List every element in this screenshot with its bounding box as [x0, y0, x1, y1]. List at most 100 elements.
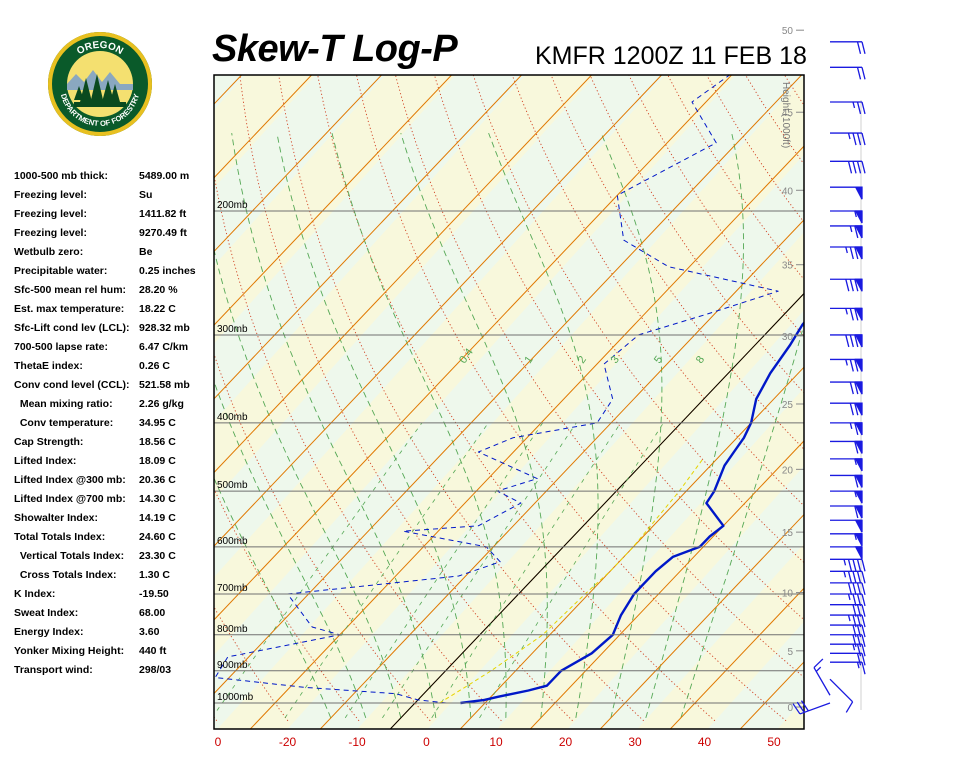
wind-barb [830, 381, 863, 395]
pressure-label: 1000mb [217, 692, 254, 703]
isotherm-band [707, 621, 804, 729]
wind-barb [830, 422, 863, 436]
wind-barb-flag [845, 334, 850, 348]
stat-label: Est. max temperature: [14, 303, 125, 315]
wind-barb [830, 546, 863, 560]
isotherm-band [357, 232, 804, 729]
wind-barb-flag [813, 658, 824, 669]
pressure-label: 600mb [217, 536, 248, 547]
wind-barb [830, 225, 863, 239]
wind-barb-pennant [854, 505, 863, 519]
wind-barb [830, 186, 863, 200]
mixing-ratio-line [214, 422, 423, 716]
wind-barb [830, 358, 863, 372]
wind-barb-flag [852, 634, 857, 647]
wind-barb-flag [856, 41, 862, 54]
wind-barb-pennant [854, 358, 863, 372]
wind-barb [829, 678, 854, 713]
isotherm-line [669, 587, 804, 729]
wind-barb [830, 307, 863, 321]
x-tick-label: -10 [348, 735, 366, 749]
stat-value: 1411.82 ft [139, 208, 187, 220]
wind-barb-pennant [854, 546, 863, 560]
dry-adiabat [550, 75, 804, 450]
stat-label: Sfc-Lift cond lev (LCL): [14, 322, 130, 334]
wind-barb-flag [849, 381, 854, 395]
wind-barb [830, 101, 866, 115]
height-axis-label: Height (1000ft) [780, 82, 791, 148]
wind-barb-flag [847, 559, 853, 572]
wind-barb [830, 210, 863, 224]
stat-label: Lifted Index @300 mb: [14, 474, 126, 486]
wind-barb-flag [845, 279, 850, 292]
wind-barb-staff [829, 678, 854, 703]
wind-barb-flag [861, 662, 866, 675]
wind-barb-half-flag [843, 559, 847, 566]
wind-barb-pennant [854, 210, 863, 224]
wind-barb-half-flag [845, 359, 848, 366]
stat-value: 18.56 C [139, 436, 176, 448]
stat-value: 440 ft [139, 645, 167, 657]
wind-barb-flag [849, 359, 854, 372]
stat-value: 20.36 C [139, 474, 176, 486]
stat-row: Vertical Totals Index: 23.30 C [14, 548, 214, 564]
x-tick-label: -20 [279, 735, 297, 749]
stat-value: 1.30 C [139, 569, 170, 581]
isotherm-line [807, 0, 960, 732]
stat-value: 2.26 g/kg [139, 398, 184, 410]
pressure-label: 300mb [217, 324, 248, 335]
dry-adiabat [433, 75, 804, 621]
wind-barb-flag [854, 505, 859, 519]
wind-barb-flag [861, 41, 866, 54]
stat-row: Est. max temperature: 18.22 C [14, 301, 214, 317]
isotherm-line [214, 75, 453, 326]
wind-barb [830, 334, 863, 348]
wind-barb-pennant [854, 278, 863, 292]
wind-barb-flag [849, 403, 854, 416]
wind-barb-pennant [854, 307, 863, 321]
wind-barb-pennant [854, 519, 863, 533]
page-title: Skew-T Log-P [212, 28, 458, 70]
pressure-label: 900mb [217, 660, 248, 671]
wind-barb [830, 458, 863, 472]
wind-barb-flag [861, 161, 866, 174]
wind-barb-half-flag [845, 246, 848, 254]
wind-barb-flag [856, 571, 862, 584]
wind-barb-flag [861, 653, 866, 666]
wind-barb-flag [852, 614, 857, 628]
wind-barb-flag [861, 582, 866, 596]
wind-barb-flag [856, 604, 862, 617]
wind-barb-pennant [854, 246, 863, 260]
stat-row: Mean mixing ratio: 2.26 g/kg [14, 396, 214, 412]
stat-value: 23.30 C [139, 550, 176, 562]
wind-barb [830, 604, 866, 617]
pressure-label: 700mb [217, 583, 248, 594]
stat-label: 700-500 lapse rate: [14, 341, 108, 353]
stat-row: 1000-500 mb thick: 5489.00 m [14, 168, 214, 184]
wind-barb-flag [854, 308, 859, 321]
isotherm-band [217, 76, 804, 729]
wind-barb-flag [852, 571, 857, 584]
wind-barb-flag [854, 422, 859, 436]
wind-barb-half-flag [845, 308, 848, 315]
height-tick-label: 25 [782, 400, 794, 411]
wind-barb [830, 278, 863, 292]
wind-barb-flag [847, 161, 853, 174]
stat-value: 3.60 [139, 626, 160, 638]
wind-barb-flag [854, 475, 859, 488]
wind-barb-flag [856, 593, 862, 607]
wind-barb-half-flag [849, 422, 853, 430]
wind-barb-pennant [854, 334, 863, 348]
wind-barb-flag [847, 582, 853, 596]
wind-barb [830, 661, 866, 675]
wind-barb-flag [796, 701, 805, 713]
wind-barb-half-flag [849, 225, 853, 233]
isotherm-line [459, 366, 804, 729]
wind-barb-flag [861, 624, 866, 638]
isotherm-band [637, 543, 804, 729]
stat-value: 24.60 C [139, 531, 176, 543]
wind-barb-flag [854, 381, 859, 395]
dry-adiabat [278, 75, 645, 722]
wind-barb-half-flag [852, 644, 856, 651]
wind-barb-flag [852, 593, 857, 607]
